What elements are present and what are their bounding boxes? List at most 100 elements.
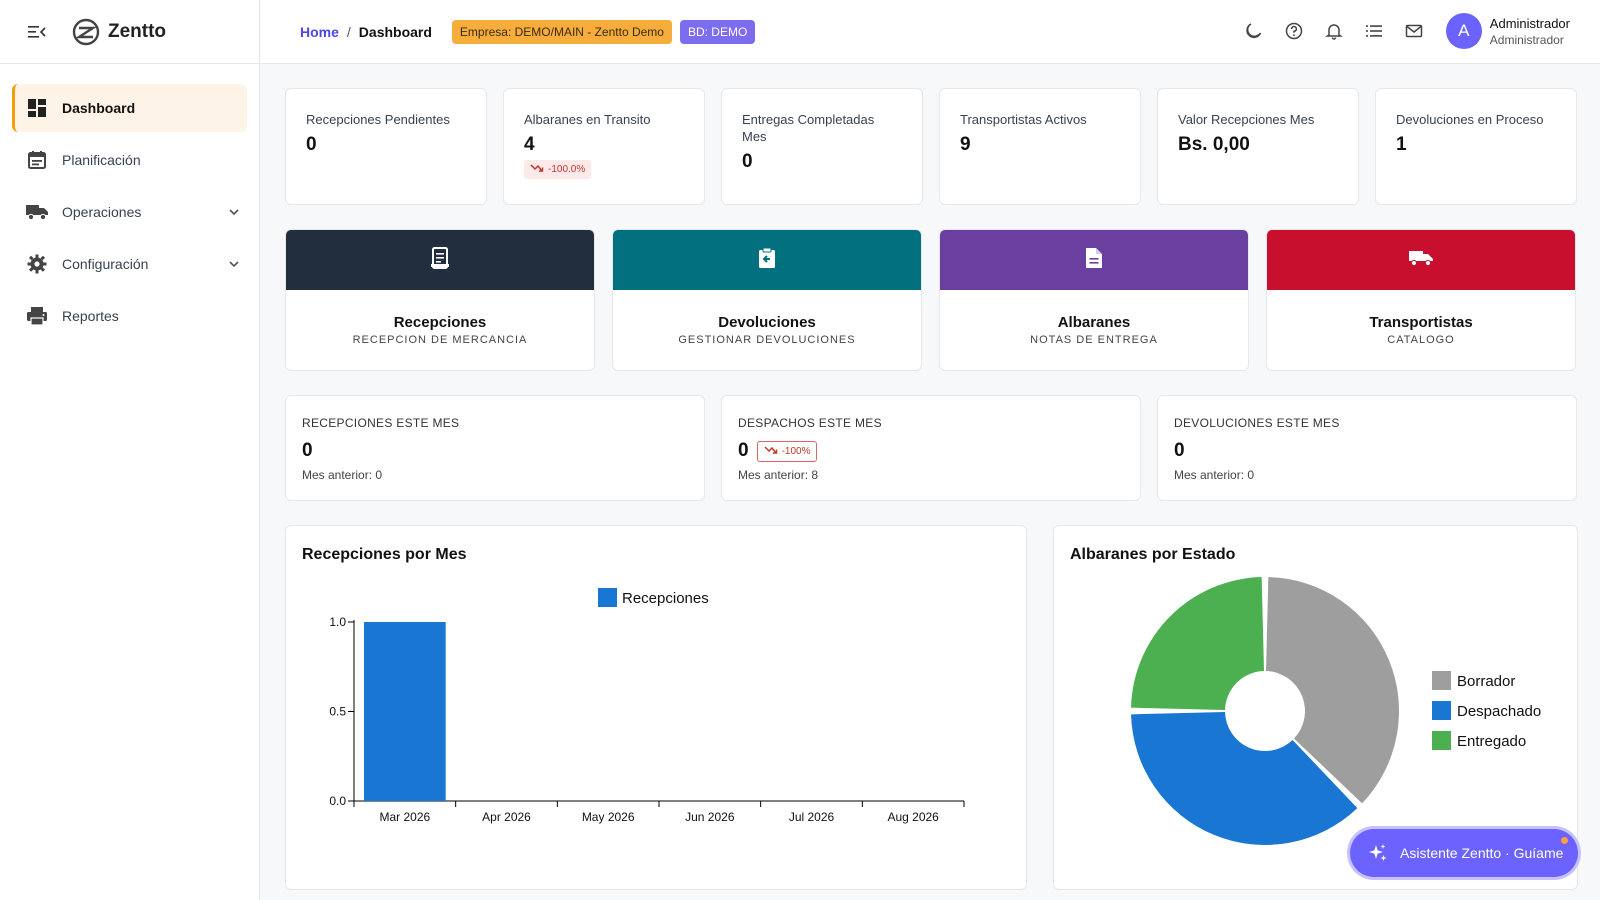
kpi-value: Bs. 0,00 [1178, 134, 1250, 155]
help-icon[interactable] [1283, 20, 1304, 41]
sidebar-item-reportes[interactable]: Reportes [12, 292, 247, 340]
kpi-label: Devoluciones en Proceso [1396, 112, 1544, 127]
stat-value: 0 [302, 440, 313, 461]
legend-swatch [1432, 671, 1451, 690]
stat-row: 0 [1174, 440, 1560, 462]
tile-header [940, 230, 1248, 290]
sidebar-item-dashboard[interactable]: Dashboard [12, 84, 247, 132]
kpi-albaranes-transito: Albaranes en Transito 4 -100.0% [503, 88, 705, 205]
chevron-down-icon[interactable] [227, 205, 241, 219]
sidebar-item-operaciones[interactable]: Operaciones [12, 188, 247, 236]
stat-row: 0 -100% [738, 440, 1124, 462]
kpi-devoluciones-proceso: Devoluciones en Proceso 1 [1375, 88, 1577, 205]
legend-label: Despachado [1457, 703, 1541, 720]
kpi-value: 1 [1396, 134, 1407, 155]
moon-icon[interactable] [1243, 20, 1264, 41]
kpi-value: 0 [306, 134, 317, 155]
top-header: Home / Dashboard Empresa: DEMO/MAIN - Ze… [261, 0, 1600, 64]
trending-down-icon [764, 445, 778, 458]
bar [364, 622, 446, 801]
stat-previous: Mes anterior: 0 [1174, 468, 1255, 482]
list-icon[interactable] [1363, 20, 1384, 41]
pie-chart: Borrador Despachado Entregado [1131, 577, 1541, 845]
kpi-value: 9 [960, 134, 971, 155]
document-icon [1085, 247, 1103, 274]
printer-icon [26, 305, 48, 327]
tile-header [1267, 230, 1575, 290]
pie-slice [1265, 577, 1399, 804]
zentto-logo-icon [72, 18, 100, 46]
tile-title: Devoluciones [718, 314, 816, 331]
calendar-icon [26, 149, 48, 171]
breadcrumb-home[interactable]: Home [300, 23, 339, 40]
kpi-value: 0 [742, 151, 753, 172]
chart-title: Albaranes por Estado [1070, 546, 1236, 563]
x-tick-label: Aug 2026 [887, 810, 939, 824]
receipt-icon [430, 246, 450, 274]
kpi-value: 4 [524, 134, 535, 155]
bell-icon[interactable] [1323, 20, 1344, 41]
tile-subtitle: GESTIONAR DEVOLUCIONES [678, 334, 856, 346]
sidebar-item-configuracion[interactable]: Configuración [12, 240, 247, 288]
tile-subtitle: CATALOGO [1387, 334, 1455, 346]
company-badge: Empresa: DEMO/MAIN - Zentto Demo [451, 19, 672, 44]
stat-recepciones-mes: RECEPCIONES ESTE MES 0 Mes anterior: 0 [285, 395, 705, 501]
tile-subtitle: NOTAS DE ENTREGA [1030, 334, 1158, 346]
brand-name: Zentto [108, 20, 167, 42]
stat-previous: Mes anterior: 8 [738, 468, 819, 482]
header-actions [1243, 20, 1424, 41]
truck-icon [1409, 249, 1433, 272]
kpi-label: Entregas Completadas Mes [742, 112, 875, 144]
assistant-label: Asistente Zentto · Guíame [1400, 845, 1564, 861]
sidebar-item-label: Reportes [62, 308, 119, 324]
stat-previous: Mes anterior: 0 [302, 468, 383, 482]
trend-value: -100.0% [548, 164, 586, 175]
legend-swatch [1432, 701, 1451, 720]
breadcrumb-separator: / [346, 23, 351, 40]
pie-slice [1131, 711, 1358, 845]
tile-header [613, 230, 921, 290]
dashboard-icon [26, 97, 48, 119]
kpi-label: Valor Recepciones Mes [1178, 112, 1315, 127]
brand-bar: Zentto [0, 0, 259, 64]
breadcrumb-current: Dashboard [358, 23, 432, 40]
x-tick-label: May 2026 [582, 810, 635, 824]
tile-subtitle: RECEPCION DE MERCANCIA [352, 334, 528, 346]
tile-header [286, 230, 594, 290]
stat-value: 0 [738, 440, 749, 461]
sidebar-item-label: Planificación [62, 152, 141, 168]
legend-label: Recepciones [622, 590, 709, 607]
tile-transportistas[interactable]: Transportistas CATALOGO [1266, 229, 1576, 371]
tile-devoluciones[interactable]: Devoluciones GESTIONAR DEVOLUCIONES [612, 229, 922, 371]
trend-value: -100% [781, 445, 811, 457]
mail-icon[interactable] [1403, 20, 1424, 41]
chevron-down-icon[interactable] [227, 257, 241, 271]
user-menu[interactable]: A Administrador Administrador [1445, 13, 1570, 49]
legend-label: Borrador [1457, 673, 1515, 690]
y-tick-label: 0.5 [329, 705, 346, 719]
tile-title: Recepciones [393, 314, 487, 331]
sidebar: Zentto Dashboard Planificación Operacion… [0, 0, 260, 900]
tile-albaranes[interactable]: Albaranes NOTAS DE ENTREGA [939, 229, 1249, 371]
tile-title: Transportistas [1369, 314, 1473, 331]
sidebar-nav: Dashboard Planificación Operaciones Conf… [0, 64, 259, 340]
legend-label: Entregado [1457, 733, 1526, 750]
kpi-valor-recepciones: Valor Recepciones Mes Bs. 0,00 [1157, 88, 1359, 205]
tile-recepciones[interactable]: Recepciones RECEPCION DE MERCANCIA [285, 229, 595, 371]
return-icon [757, 247, 777, 274]
x-tick-label: Jul 2026 [789, 810, 835, 824]
kpi-transportistas-activos: Transportistas Activos 9 [939, 88, 1141, 205]
x-tick-label: Apr 2026 [482, 810, 531, 824]
user-role: Administrador [1489, 32, 1564, 47]
stat-despachos-mes: DESPACHOS ESTE MES 0 -100% Mes anterior:… [721, 395, 1141, 501]
assistant-button[interactable]: Asistente Zentto · Guíame [1350, 829, 1578, 877]
menu-collapse-icon[interactable] [28, 25, 46, 39]
avatar: A [1445, 13, 1482, 49]
trend-badge: -100.0% [524, 160, 592, 179]
sidebar-item-label: Configuración [62, 256, 149, 272]
sidebar-item-planificacion[interactable]: Planificación [12, 136, 247, 184]
chart-card-recepciones: Recepciones por Mes Recepciones 0.0 0.5 1.0… [285, 525, 1027, 890]
bar-chart: Recepciones 0.0 0.5 1.0 Mar 2026 Apr 2026 May … [329, 588, 965, 824]
kpi-label: Recepciones Pendientes [306, 112, 450, 127]
legend-swatch [1432, 731, 1451, 750]
